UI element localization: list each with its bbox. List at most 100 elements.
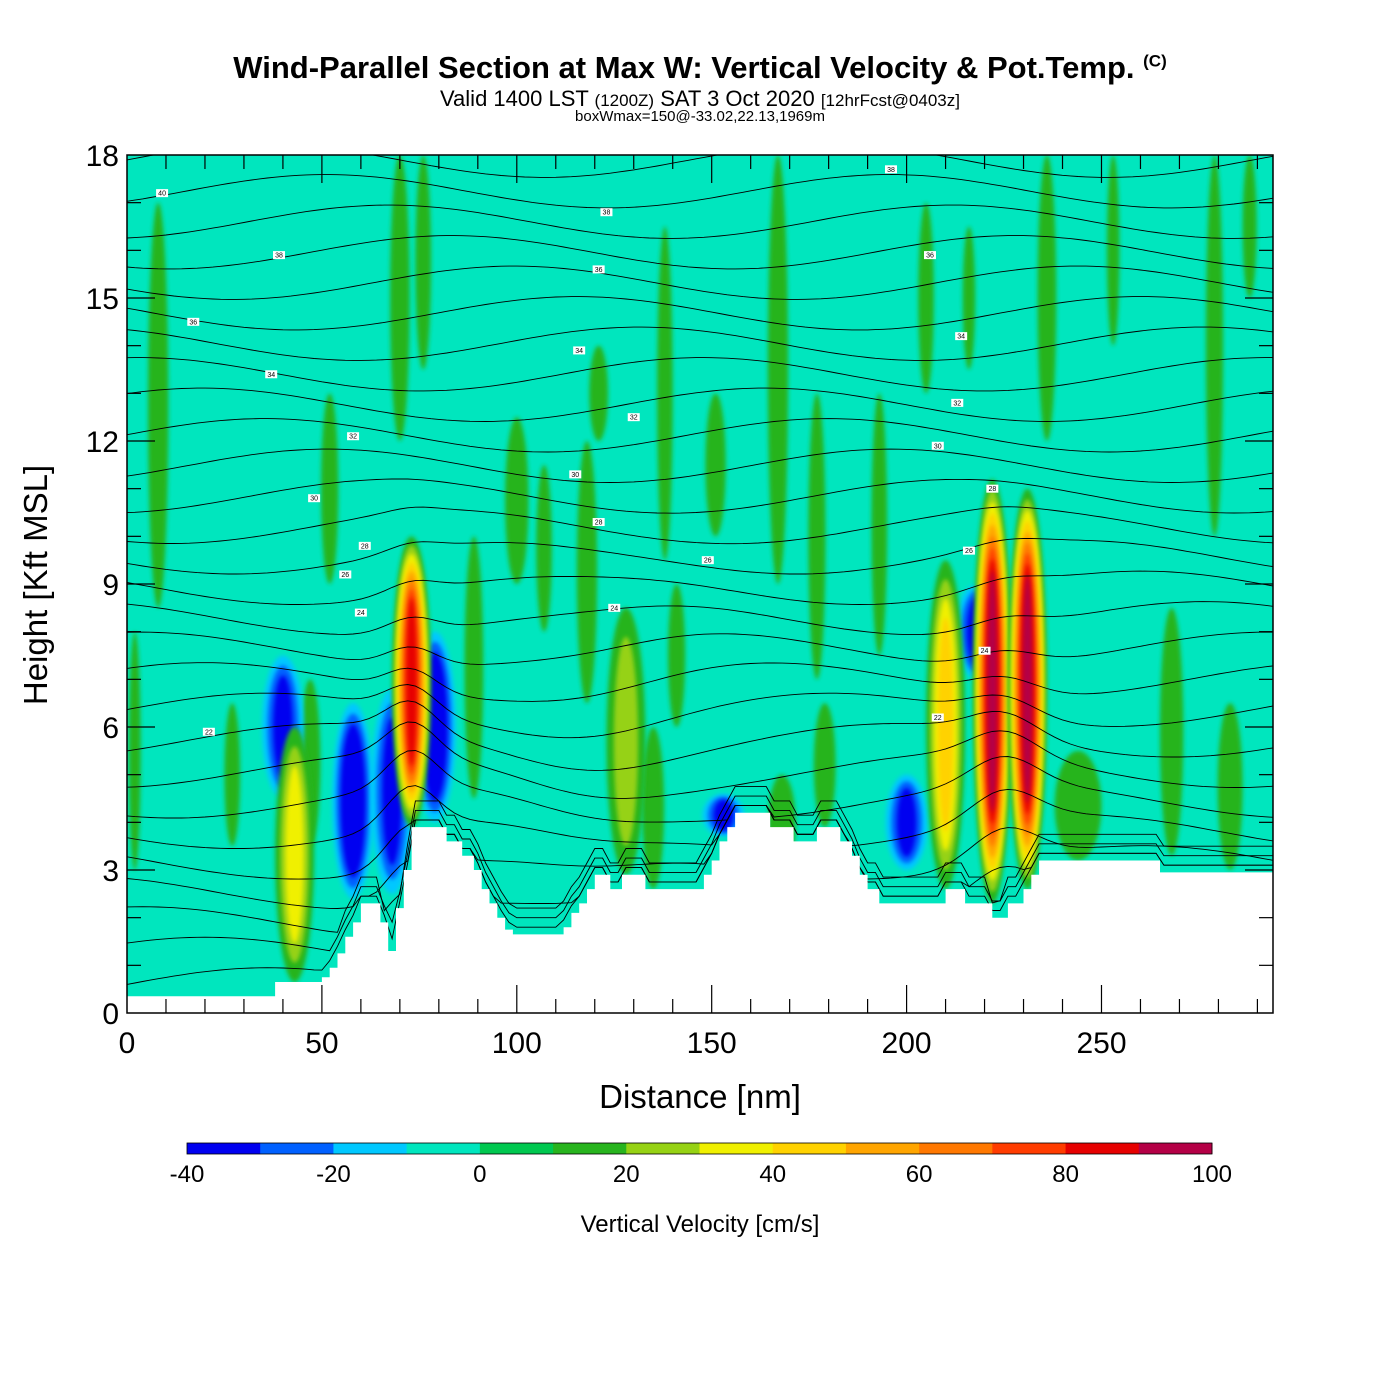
x-axis-label: Distance [nm] [599, 1078, 801, 1115]
isentrope-label-box [885, 165, 897, 174]
isentrope-label: 24 [981, 648, 989, 655]
isentrope-label: 28 [361, 543, 369, 550]
isentrope-label-box [955, 332, 968, 341]
isentrope-label: 26 [965, 548, 973, 555]
colorbar-swatch [772, 1143, 847, 1154]
weak-updraft-streak [813, 703, 836, 828]
colorbar-swatch [187, 1143, 261, 1154]
weak-updraft-streak [642, 727, 665, 890]
isentrope-label: 28 [988, 486, 996, 493]
isentrope-line [127, 785, 1273, 849]
isentrope-line [127, 418, 1273, 453]
colorbar-tick-label: 0 [473, 1161, 486, 1188]
isentrope-label: 30 [934, 443, 942, 450]
x-tick-label: 250 [1076, 1027, 1126, 1060]
weak-updraft-streak [1217, 703, 1243, 870]
isentrope-line [127, 662, 1273, 702]
isentrope-label: 30 [571, 472, 579, 479]
colorbar-swatch [333, 1143, 408, 1154]
weak-updraft-streak [505, 417, 529, 584]
isentrope-line [127, 506, 1273, 545]
isentrope-label-box [187, 317, 200, 326]
colorbar-swatch [479, 1143, 554, 1154]
valid-zulu: (1200Z) [594, 91, 655, 110]
isentrope-line [127, 387, 1273, 422]
colorbar-swatch [992, 1143, 1067, 1154]
colorbar-tick-label: -40 [170, 1161, 205, 1188]
isentrope-label-box [202, 727, 215, 736]
isentrope-label: 38 [887, 167, 895, 174]
isentrope-label: 34 [957, 334, 965, 341]
colorbar-tick-label: 60 [906, 1161, 933, 1188]
weak-updraft-streak [464, 536, 484, 799]
weak-updraft-streak [808, 393, 826, 680]
colorbar-swatch [1065, 1143, 1140, 1154]
isentrope-label-box [358, 541, 371, 550]
x-tick-label: 0 [119, 1027, 136, 1060]
isentrope-label: 36 [595, 267, 603, 274]
updraft-core [613, 636, 639, 846]
chart-title: Wind-Parallel Section at Max W: Vertical… [0, 50, 1400, 86]
isentrope-label-box [608, 603, 621, 612]
isentrope-label-box [701, 556, 714, 565]
updraft-core [937, 617, 954, 832]
isentrope-label: 34 [575, 348, 583, 355]
colorbar-swatch [260, 1143, 334, 1154]
isentrope-line [127, 795, 1273, 952]
isentrope-line [127, 786, 1273, 933]
isentrope-label-box [986, 484, 999, 493]
weak-updraft-streak [128, 631, 141, 870]
isentrope-label: 30 [310, 496, 318, 503]
weak-updraft-streak [589, 345, 609, 442]
updraft-core [285, 765, 304, 944]
isentrope-line [127, 700, 1273, 771]
colorbar-tick-label: 80 [1052, 1161, 1079, 1188]
weak-updraft-streak [1159, 607, 1184, 856]
y-tick-label: 3 [102, 855, 119, 888]
colorbar-tick-label: 100 [1192, 1161, 1232, 1188]
isentrope-label-box [592, 265, 605, 274]
colorbar-tick-label: -20 [316, 1161, 351, 1188]
copyright-mark: (C) [1143, 51, 1167, 71]
colorbar: -40 -20 0 20 40 60 80 100 [170, 1142, 1232, 1188]
isentrope-line [127, 805, 1273, 880]
isentrope-label-box [978, 646, 991, 655]
isentrope-line [127, 684, 1273, 739]
isentrope-label-box [931, 441, 944, 450]
isentrope-label: 22 [934, 715, 942, 722]
isentrope-line [127, 235, 1273, 270]
y-tick-label: 18 [86, 140, 119, 173]
isentrope-label: 26 [341, 572, 349, 579]
isentrope-label-box [962, 546, 975, 555]
isentrope-line [127, 750, 1273, 823]
isentrope-label-box [265, 370, 278, 379]
downdraft-core [344, 734, 362, 868]
isentrope-label: 40 [158, 191, 166, 198]
updraft-core [406, 597, 417, 766]
colorbar-label: Vertical Velocity [cm/s] [581, 1211, 820, 1238]
downdraft-core [896, 788, 917, 857]
isentrope-label-box [339, 570, 352, 579]
x-tick-label: 150 [687, 1027, 737, 1060]
weak-updraft-streak [871, 393, 888, 656]
isentrope-label-box [156, 189, 169, 198]
isentrope-line [127, 204, 1273, 239]
weak-updraft-streak [767, 155, 789, 584]
weak-updraft-streak [321, 393, 339, 584]
weak-updraft-streak [576, 441, 598, 704]
forecast-info: [12hrFcst@0403z] [820, 91, 960, 110]
colorbar-frame [186, 1142, 1213, 1155]
isentrope-line [127, 538, 1273, 575]
y-tick-label: 0 [102, 998, 119, 1031]
isentrope-line [127, 805, 1273, 909]
colorbar-swatch [406, 1143, 481, 1154]
colorbar-swatch [626, 1143, 700, 1154]
isentrope-line [127, 155, 1273, 178]
valid-time: Valid 1400 LST [440, 86, 589, 111]
updraft-core [1022, 574, 1033, 803]
chart-subtitle: Valid 1400 LST (1200Z) SAT 3 Oct 2020 [1… [0, 86, 1400, 112]
x-tick-label: 200 [882, 1027, 932, 1060]
isentrope-label-box [273, 251, 286, 260]
isentrope-label: 22 [205, 729, 213, 736]
isentrope-lines [127, 155, 1273, 985]
